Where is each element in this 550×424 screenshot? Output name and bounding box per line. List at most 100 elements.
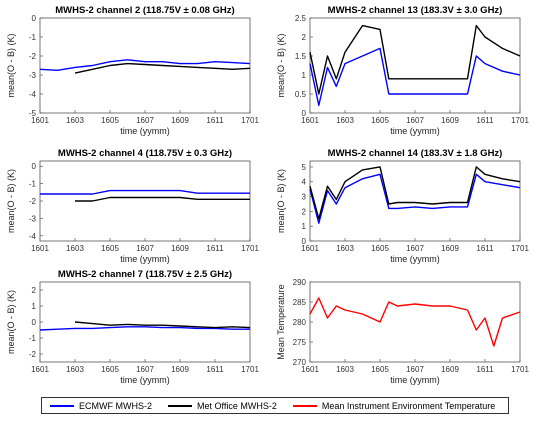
legend-label-temperature: Mean Instrument Environment Temperature	[321, 400, 496, 411]
series-line-2	[74, 321, 251, 329]
y-tick-label: 0	[32, 14, 37, 23]
x-tick-label: 1603	[336, 116, 354, 125]
legend-swatch-ecmwf	[50, 404, 74, 407]
y-axis-label: mean(O - B) (K)	[276, 169, 286, 233]
plot-frame	[309, 281, 521, 363]
y-axis-label: mean(O - B) (K)	[6, 290, 16, 354]
series-line-1	[309, 297, 521, 347]
y-tick-label: 4	[302, 178, 307, 187]
y-tick-label: 1	[302, 222, 307, 231]
y-axis-label: Mean Temperature	[276, 284, 286, 359]
y-tick-label: 5	[302, 163, 307, 172]
x-tick-label: 1605	[101, 244, 119, 253]
x-tick-label: 1609	[441, 116, 459, 125]
y-tick-label: -2	[29, 52, 37, 61]
x-axis-label: time (yymm)	[120, 254, 170, 264]
x-tick-label: 1603	[66, 365, 84, 374]
series-line-2	[309, 166, 521, 220]
plot-4: MWHS-2 channel 14 (183.3V ± 1.8 GHz) 1601…	[276, 148, 529, 264]
legend-item-metoffice: Met Office MWHS-2	[168, 401, 277, 411]
y-tick-label: -1	[29, 180, 37, 189]
legend-item-temperature: Mean Instrument Environment Temperature	[292, 400, 496, 411]
y-tick-label: 2	[302, 207, 307, 216]
plot-2: MWHS-2 channel 13 (183.3V ± 3.0 GHz) 1601…	[276, 5, 529, 136]
x-tick-label: 1611	[476, 365, 494, 374]
x-tick-label: 1601	[301, 365, 319, 374]
x-tick-label: 1611	[206, 116, 224, 125]
y-tick-label: 0	[32, 318, 37, 327]
plot-frame	[309, 160, 521, 242]
y-tick-label: -2	[29, 350, 37, 359]
x-tick-label: 1611	[206, 365, 224, 374]
legend-swatch-temperature	[292, 404, 317, 407]
x-tick-label: 1605	[371, 116, 389, 125]
x-tick-label: 1603	[66, 116, 84, 125]
x-tick-label: 1701	[511, 244, 529, 253]
series-line-2	[309, 24, 521, 95]
y-tick-label: -5	[29, 109, 37, 118]
x-axis-label: time (yymm)	[120, 126, 170, 136]
legend-label-ecmwf: ECMWF MWHS-2	[79, 400, 152, 411]
x-tick-label: 1607	[406, 365, 424, 374]
y-tick-label: -3	[29, 71, 37, 80]
y-tick-label: -2	[29, 197, 37, 206]
x-tick-label: 1701	[241, 116, 259, 125]
plot-1: MWHS-2 channel 2 (118.75V ± 0.08 GHz) 160…	[6, 5, 259, 136]
x-tick-label: 1607	[136, 244, 154, 253]
x-tick-label: 1701	[511, 116, 529, 125]
plot-title: MWHS-2 channel 14 (183.3V ± 1.8 GHz)	[328, 148, 503, 159]
x-tick-label: 1609	[441, 244, 459, 253]
x-tick-label: 1609	[171, 116, 189, 125]
x-tick-label: 1701	[511, 365, 529, 374]
x-axis-label: time (yymm)	[120, 375, 170, 385]
x-tick-label: 1607	[406, 244, 424, 253]
x-tick-label: 1601	[31, 365, 49, 374]
series-line-1	[309, 173, 521, 224]
x-tick-label: 1611	[476, 116, 494, 125]
x-tick-label: 1607	[136, 365, 154, 374]
y-tick-label: -4	[29, 90, 37, 99]
x-tick-label: 1605	[101, 116, 119, 125]
x-tick-label: 1603	[66, 244, 84, 253]
x-tick-label: 1603	[336, 365, 354, 374]
y-axis-label: mean(O - B) (K)	[6, 169, 16, 233]
x-tick-label: 1607	[406, 116, 424, 125]
x-axis-label: time (yymm)	[390, 375, 440, 385]
x-tick-label: 1607	[136, 116, 154, 125]
x-tick-label: 1601	[31, 116, 49, 125]
y-tick-label: 2	[32, 286, 37, 295]
y-tick-label: 1	[302, 71, 307, 80]
x-tick-label: 1603	[336, 244, 354, 253]
legend-label-metoffice: Met Office MWHS-2	[197, 400, 277, 411]
y-tick-label: -4	[29, 232, 37, 241]
series-line-1	[39, 326, 250, 331]
y-tick-label: 270	[293, 358, 307, 367]
y-tick-label: -3	[29, 214, 37, 223]
y-tick-label: 2.5	[295, 14, 307, 23]
plot-title: MWHS-2 channel 4 (118.75V ± 0.3 GHz)	[58, 148, 232, 159]
y-tick-label: 280	[293, 318, 307, 327]
y-tick-label: 1	[32, 302, 37, 311]
y-tick-label: 275	[293, 338, 307, 347]
plot-5: MWHS-2 channel 7 (118.75V ± 2.5 GHz) 1601…	[6, 269, 259, 385]
series-line-2	[75, 196, 250, 202]
y-tick-label: 1.5	[295, 52, 307, 61]
x-tick-label: 1611	[476, 244, 494, 253]
y-tick-label: -1	[29, 33, 37, 42]
plot-title: MWHS-2 channel 7 (118.75V ± 2.5 GHz)	[58, 269, 232, 280]
legend-item-ecmwf: ECMWF MWHS-2	[50, 401, 152, 411]
series-line-2	[74, 62, 251, 74]
plot-frame	[39, 17, 251, 114]
x-tick-label: 1601	[301, 116, 319, 125]
x-tick-label: 1601	[31, 244, 49, 253]
x-tick-label: 1605	[101, 365, 119, 374]
y-tick-label: 0	[32, 162, 37, 171]
y-tick-label: 0	[302, 109, 307, 118]
x-tick-label: 1601	[301, 244, 319, 253]
series-line-1	[39, 59, 251, 72]
y-tick-label: 285	[293, 298, 307, 307]
y-tick-label: -1	[29, 334, 37, 343]
plot-title: MWHS-2 channel 13 (183.3V ± 3.0 GHz)	[328, 5, 503, 16]
y-tick-label: 3	[302, 193, 307, 202]
y-tick-label: 2	[302, 33, 307, 42]
